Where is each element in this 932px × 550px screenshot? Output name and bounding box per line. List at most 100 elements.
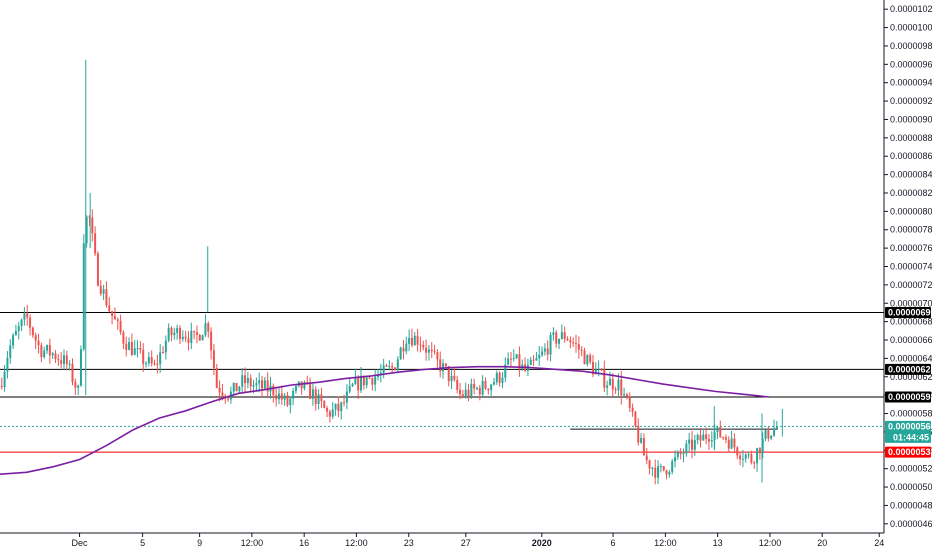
candle-up[interactable]	[640, 438, 643, 443]
candle-up[interactable]	[292, 390, 295, 399]
candle-up[interactable]	[492, 382, 495, 385]
candle-down[interactable]	[337, 403, 340, 412]
candle-down[interactable]	[108, 305, 111, 312]
candle-down[interactable]	[195, 332, 198, 335]
candle-down[interactable]	[328, 411, 331, 417]
candle-up[interactable]	[515, 354, 518, 359]
candle-down[interactable]	[280, 393, 283, 400]
candle-up[interactable]	[490, 384, 493, 391]
candle-up[interactable]	[201, 335, 204, 341]
candle-up[interactable]	[246, 378, 249, 384]
candle-down[interactable]	[323, 401, 326, 408]
candle-up[interactable]	[63, 355, 66, 364]
candle-up[interactable]	[747, 454, 750, 456]
candle-down[interactable]	[218, 387, 221, 393]
candle-up[interactable]	[133, 348, 136, 355]
candle-up[interactable]	[85, 216, 88, 244]
candle-down[interactable]	[614, 389, 617, 391]
candle-down[interactable]	[113, 315, 116, 320]
candle-up[interactable]	[606, 385, 609, 388]
candle-up[interactable]	[594, 369, 597, 375]
candle-down[interactable]	[94, 233, 97, 254]
candle-down[interactable]	[645, 455, 648, 461]
candle-down[interactable]	[648, 460, 651, 469]
candle-down[interactable]	[266, 380, 269, 392]
candle-down[interactable]	[184, 336, 187, 339]
candle-up[interactable]	[354, 377, 357, 385]
candle-down[interactable]	[96, 253, 99, 286]
candle-up[interactable]	[351, 384, 354, 386]
candle-up[interactable]	[682, 453, 685, 455]
candle-down[interactable]	[105, 289, 108, 306]
candle-down[interactable]	[705, 434, 708, 440]
candle-up[interactable]	[775, 426, 778, 429]
candle-down[interactable]	[467, 389, 470, 397]
candle-down[interactable]	[326, 407, 329, 412]
candle-down[interactable]	[139, 348, 142, 350]
candle-up[interactable]	[535, 358, 538, 361]
candle-up[interactable]	[331, 409, 334, 417]
candle-up[interactable]	[382, 365, 385, 373]
candle-up[interactable]	[190, 330, 193, 343]
candle-down[interactable]	[580, 349, 583, 351]
candle-down[interactable]	[111, 311, 114, 316]
candle-up[interactable]	[145, 363, 148, 365]
candle-down[interactable]	[690, 439, 693, 450]
candle-down[interactable]	[212, 350, 215, 368]
candle-down[interactable]	[60, 360, 63, 364]
candle-down[interactable]	[210, 331, 213, 351]
candle-up[interactable]	[773, 428, 776, 436]
candle-down[interactable]	[563, 332, 566, 339]
candle-down[interactable]	[719, 427, 722, 438]
candle-down[interactable]	[767, 430, 770, 439]
candle-up[interactable]	[77, 385, 80, 388]
candle-down[interactable]	[739, 455, 742, 460]
candle-down[interactable]	[48, 344, 51, 356]
candle-up[interactable]	[716, 427, 719, 433]
candle-up[interactable]	[651, 467, 654, 469]
candle-down[interactable]	[410, 337, 413, 346]
candle-down[interactable]	[34, 335, 37, 341]
candle-up[interactable]	[68, 363, 71, 365]
candle-down[interactable]	[591, 361, 594, 375]
candle-down[interactable]	[368, 377, 371, 379]
candle-down[interactable]	[150, 357, 153, 364]
candle-up[interactable]	[159, 352, 162, 365]
candle-up[interactable]	[14, 331, 17, 336]
candle-down[interactable]	[57, 359, 60, 361]
candle-up[interactable]	[702, 434, 705, 441]
candle-down[interactable]	[569, 340, 572, 343]
candle-down[interactable]	[662, 466, 665, 471]
candle-down[interactable]	[439, 359, 442, 372]
candle-down[interactable]	[509, 358, 512, 360]
candle-up[interactable]	[668, 472, 671, 475]
candle-up[interactable]	[507, 358, 510, 365]
candle-up[interactable]	[46, 344, 49, 351]
candle-down[interactable]	[235, 382, 238, 392]
candle-down[interactable]	[116, 319, 119, 321]
candle-down[interactable]	[736, 447, 739, 456]
candle-up[interactable]	[102, 289, 105, 294]
candle-up[interactable]	[756, 448, 759, 464]
candle-down[interactable]	[193, 330, 196, 333]
candle-down[interactable]	[142, 349, 145, 364]
candle-up[interactable]	[241, 375, 244, 387]
candle-up[interactable]	[232, 382, 235, 392]
candle-down[interactable]	[589, 355, 592, 362]
candle-down[interactable]	[122, 332, 125, 344]
candle-down[interactable]	[419, 344, 422, 346]
candle-up[interactable]	[450, 375, 453, 382]
candle-up[interactable]	[549, 334, 552, 355]
candle-down[interactable]	[215, 367, 218, 388]
candle-down[interactable]	[456, 379, 459, 390]
candle-down[interactable]	[54, 353, 57, 360]
candle-down[interactable]	[0, 385, 3, 387]
candle-down[interactable]	[430, 349, 433, 352]
candle-up[interactable]	[176, 327, 179, 333]
candle-down[interactable]	[566, 338, 569, 341]
candle-down[interactable]	[753, 462, 756, 464]
candle-down[interactable]	[625, 394, 628, 397]
candle-down[interactable]	[88, 216, 91, 218]
candle-up[interactable]	[374, 376, 377, 385]
